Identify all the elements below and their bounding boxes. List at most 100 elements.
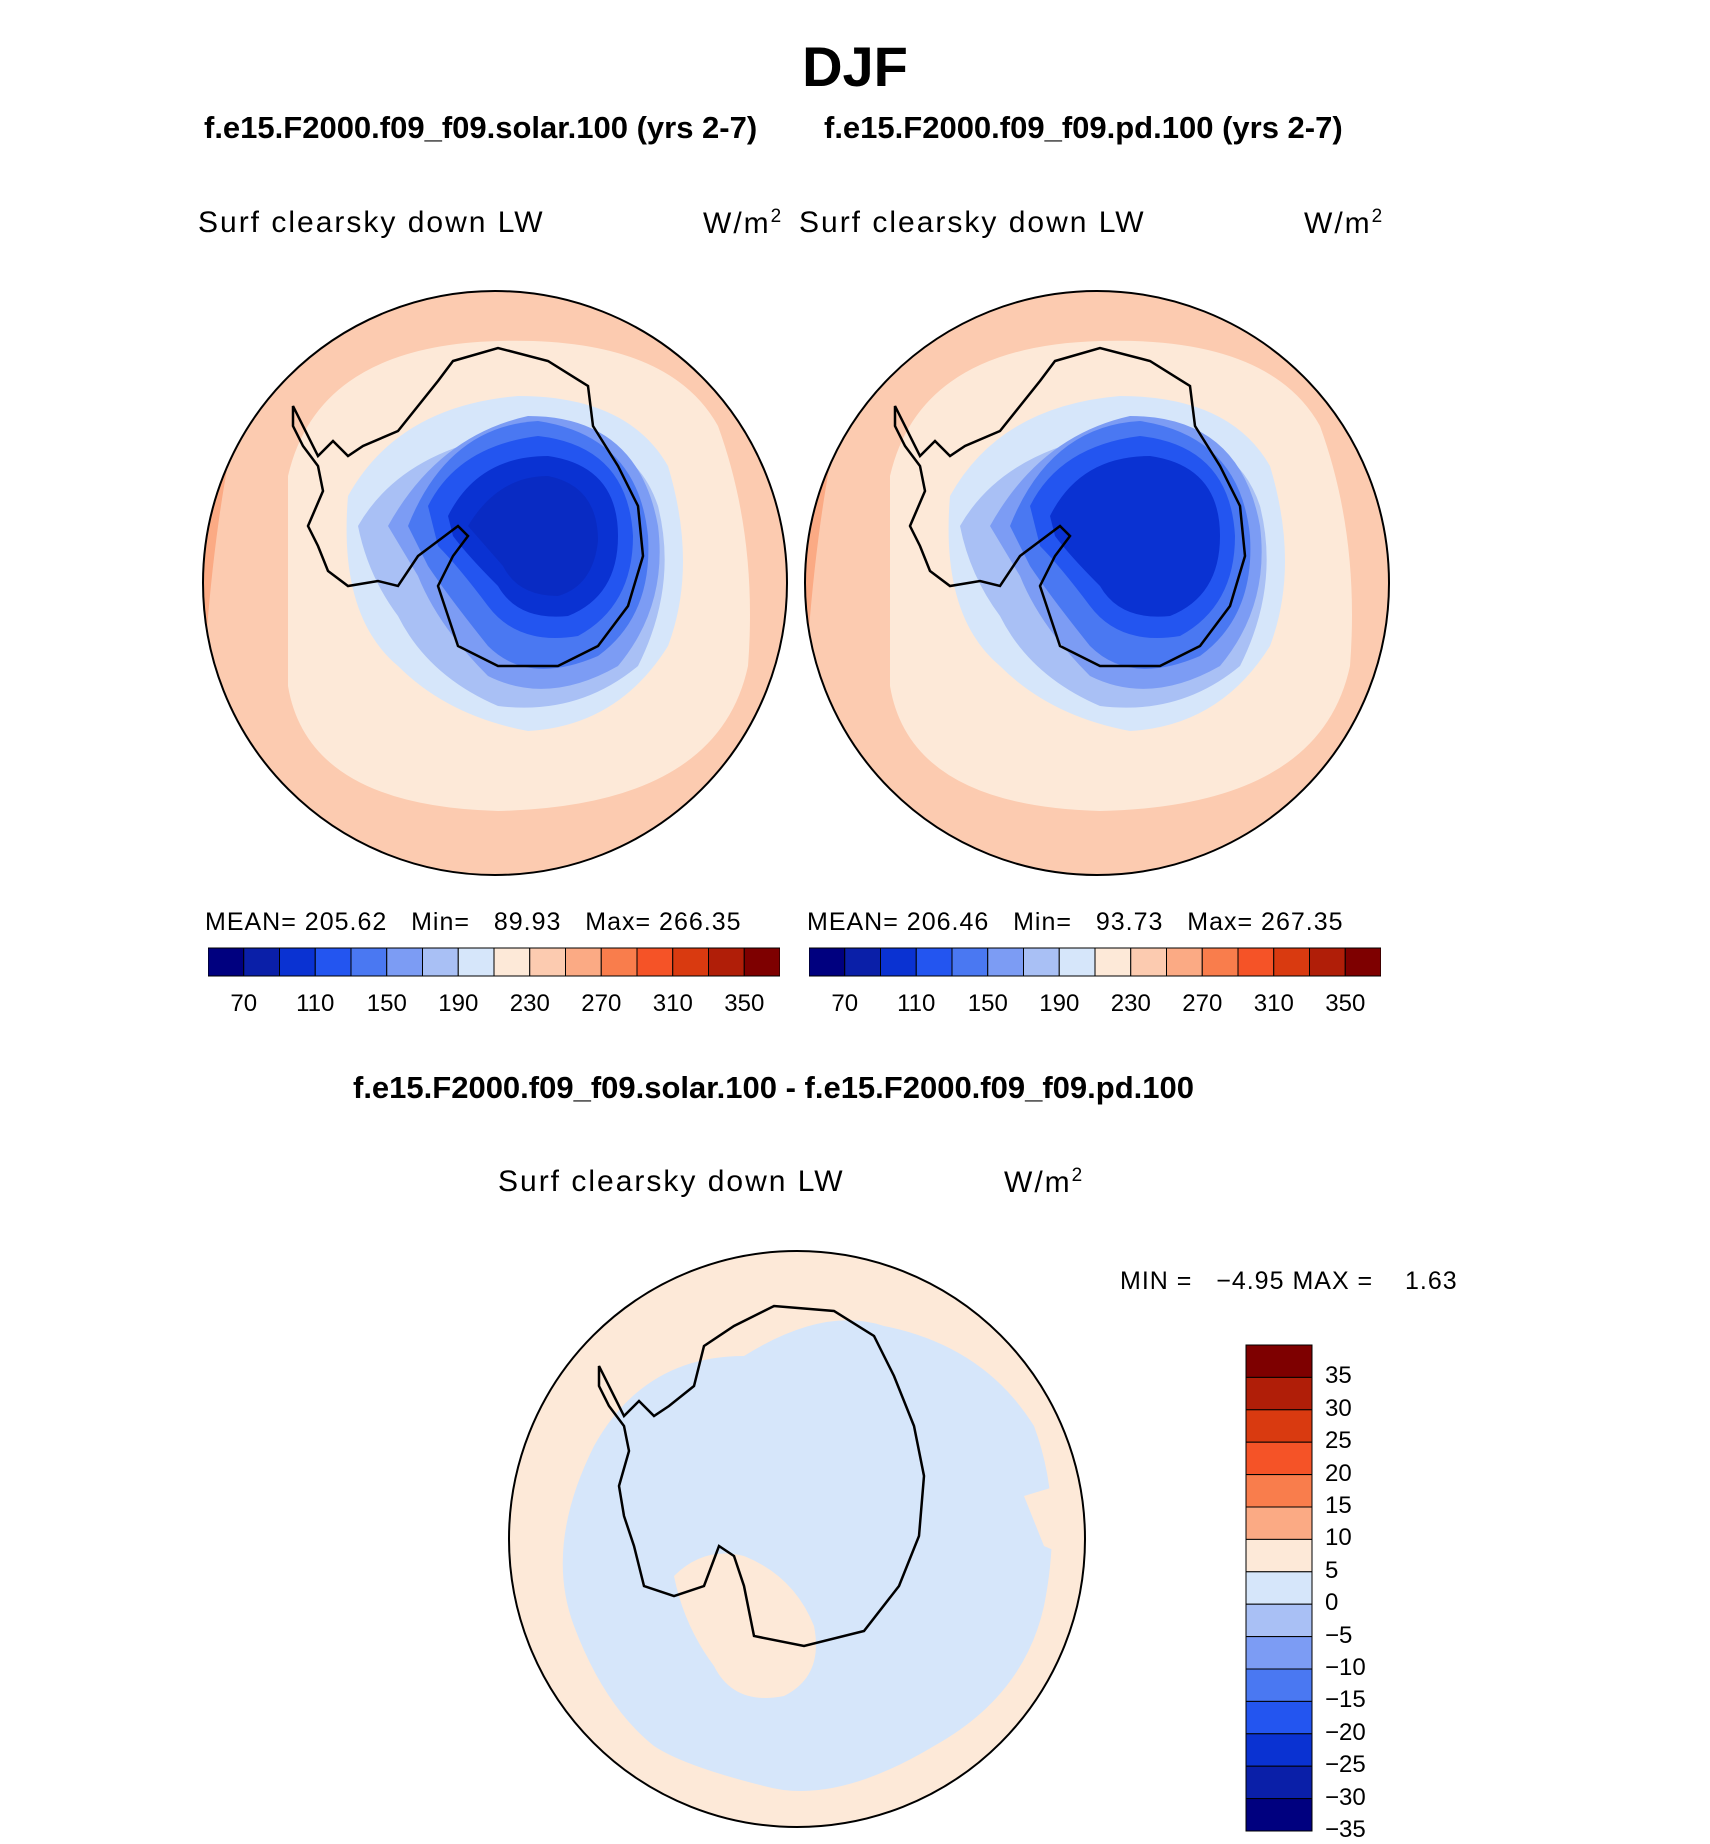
- diff-colorbar-tick-label: −15: [1325, 1686, 1366, 1714]
- panel1-colorbar-swatch: [350, 947, 388, 977]
- diff-colorbar-tick-label: −5: [1325, 1621, 1353, 1649]
- panel2-colorbar-tick-label: 270: [1182, 990, 1223, 1017]
- diff-colorbar-tick-label: −30: [1325, 1783, 1366, 1811]
- panel1-map: [202, 290, 788, 876]
- panel1-colorbar-labels: 70 110 150 190 230 270 310 350: [208, 990, 780, 1020]
- diff-colorbar-swatch: [1245, 1733, 1313, 1767]
- case2-title: f.e15.F2000.f09_f09.pd.100 (yrs 2-7): [824, 110, 1343, 145]
- panel2-variable: Surf clearsky down LW: [799, 206, 1146, 239]
- diff-colorbar-swatch: [1245, 1603, 1313, 1638]
- panel2-map: [804, 290, 1390, 876]
- diff-colorbar-swatch: [1245, 1441, 1313, 1476]
- panel2-colorbar-swatch: [915, 947, 953, 977]
- diff-colorbar-swatch: [1245, 1765, 1313, 1800]
- diff-colorbar-tick-label: −25: [1325, 1751, 1366, 1779]
- figure-title: DJF: [802, 35, 908, 98]
- panel2-colorbar-swatch: [951, 947, 989, 977]
- panel2-colorbar-tick-label: 230: [1110, 990, 1151, 1017]
- panel2-stats: MEAN= 206.46 Min= 93.73 Max= 267.35: [807, 908, 1344, 936]
- panel2-colorbar-tick-label: 310: [1253, 990, 1294, 1017]
- diff-colorbar-tick-label: 15: [1325, 1492, 1352, 1519]
- panel1-colorbar-swatch: [314, 947, 352, 977]
- panel2-colorbar-tick-label: 110: [897, 990, 936, 1017]
- panel2-units: W/m2: [1304, 206, 1385, 240]
- diff-colorbar-tick-label: −10: [1325, 1654, 1366, 1681]
- panel1-colorbar-swatch: [636, 947, 674, 977]
- panel2-colorbar-swatch: [1094, 947, 1132, 977]
- diff-colorbar-swatch: [1245, 1571, 1313, 1605]
- panel1-stats: MEAN= 205.62 Min= 89.93 Max= 266.35: [205, 908, 742, 936]
- diff-colorbar-tick-label: 30: [1325, 1394, 1352, 1422]
- panel1-variable: Surf clearsky down LW: [198, 206, 545, 239]
- diff-variable: Surf clearsky down LW: [498, 1165, 845, 1198]
- panel1-colorbar-swatch: [672, 947, 709, 977]
- diff-colorbar-swatch: [1245, 1538, 1313, 1573]
- panel1-colorbar-swatch: [708, 947, 745, 977]
- panel2-colorbar-swatch: [1344, 947, 1381, 977]
- panel2-colorbar-tick-label: 190: [1039, 990, 1080, 1017]
- panel1-colorbar-swatch: [422, 947, 459, 977]
- diff-colorbar-swatch: [1245, 1506, 1313, 1540]
- diff-colorbar-tick-label: 5: [1325, 1556, 1339, 1584]
- diff-colorbar-tick-label: 0: [1325, 1589, 1339, 1617]
- panel1-colorbar-tick-label: 190: [438, 990, 479, 1017]
- panel1-units: W/m2: [703, 206, 784, 240]
- panel1-colorbar-tick-label: 310: [652, 990, 693, 1017]
- panel2-colorbar-swatch: [1023, 947, 1060, 977]
- panel2-colorbar-swatch: [987, 947, 1024, 977]
- diff-title: f.e15.F2000.f09_f09.solar.100 - f.e15.F2…: [353, 1070, 1194, 1105]
- diff-colorbar-swatch: [1245, 1798, 1313, 1832]
- panel2-colorbar-swatch: [1166, 947, 1203, 977]
- panel1-colorbar-swatch: [743, 947, 780, 977]
- diff-colorbar-tick-label: −20: [1325, 1718, 1366, 1746]
- diff-colorbar-swatch: [1245, 1668, 1313, 1702]
- panel2-colorbar-swatch: [1058, 947, 1096, 977]
- diff-units: W/m2: [1004, 1165, 1085, 1199]
- panel1-colorbar-swatch: [208, 947, 245, 977]
- panel1-colorbar: [208, 947, 780, 977]
- panel1-colorbar-swatch: [243, 947, 280, 977]
- panel2-colorbar-swatch: [1201, 947, 1239, 977]
- panel1-colorbar-swatch: [386, 947, 423, 977]
- diff-minmax: MIN = −4.95 MAX = 1.63: [1120, 1267, 1458, 1295]
- panel1-colorbar-swatch: [565, 947, 602, 977]
- panel1-colorbar-swatch: [279, 947, 316, 977]
- panel1-colorbar-swatch: [529, 947, 566, 977]
- diff-colorbar-swatch: [1245, 1344, 1313, 1378]
- panel1-colorbar-tick-label: 110: [296, 990, 335, 1017]
- diff-colorbar-swatch: [1245, 1376, 1313, 1411]
- diff-map: [508, 1250, 1086, 1828]
- panel2-colorbar-labels: 70 110 150 190 230 270 310 350: [809, 990, 1381, 1020]
- diff-colorbar-swatch: [1245, 1409, 1313, 1443]
- panel1-colorbar-tick-label: 150: [366, 990, 407, 1017]
- panel2-colorbar-swatch: [809, 947, 846, 977]
- panel1-colorbar-swatch: [493, 947, 531, 977]
- panel1-colorbar-swatch: [457, 947, 495, 977]
- panel2-colorbar-swatch: [1130, 947, 1167, 977]
- diff-colorbar-tick-label: 25: [1325, 1427, 1352, 1455]
- panel2-colorbar-swatch: [1309, 947, 1346, 977]
- panel1-colorbar-swatch: [600, 947, 638, 977]
- panel2-colorbar: [809, 947, 1381, 977]
- panel1-colorbar-tick-label: 230: [509, 990, 550, 1017]
- panel2-colorbar-swatch: [880, 947, 917, 977]
- diff-colorbar-swatch: [1245, 1474, 1313, 1508]
- panel2-colorbar-swatch: [844, 947, 881, 977]
- diff-colorbar-labels: 35 30 25 20 15 10 5 0 −5 −10 −15 −20 −25 −30 −35: [1325, 1344, 1425, 1843]
- diff-colorbar-swatch: [1245, 1636, 1313, 1670]
- panel1-colorbar-tick-label: 270: [581, 990, 622, 1017]
- panel2-colorbar-tick-label: 350: [1325, 990, 1366, 1017]
- diff-colorbar: [1245, 1344, 1313, 1832]
- diff-colorbar-swatch: [1245, 1700, 1313, 1735]
- panel2-colorbar-tick-label: 70: [831, 990, 859, 1017]
- case1-title: f.e15.F2000.f09_f09.solar.100 (yrs 2-7): [204, 110, 758, 145]
- diff-colorbar-tick-label: 35: [1325, 1362, 1352, 1390]
- panel2-colorbar-tick-label: 150: [967, 990, 1008, 1017]
- diff-colorbar-tick-label: −35: [1325, 1816, 1366, 1843]
- diff-colorbar-tick-label: 10: [1325, 1524, 1352, 1552]
- panel1-colorbar-tick-label: 350: [724, 990, 765, 1017]
- panel2-colorbar-swatch: [1237, 947, 1275, 977]
- panel2-colorbar-swatch: [1273, 947, 1310, 977]
- panel1-colorbar-tick-label: 70: [230, 990, 258, 1017]
- diff-colorbar-tick-label: 20: [1325, 1459, 1352, 1487]
